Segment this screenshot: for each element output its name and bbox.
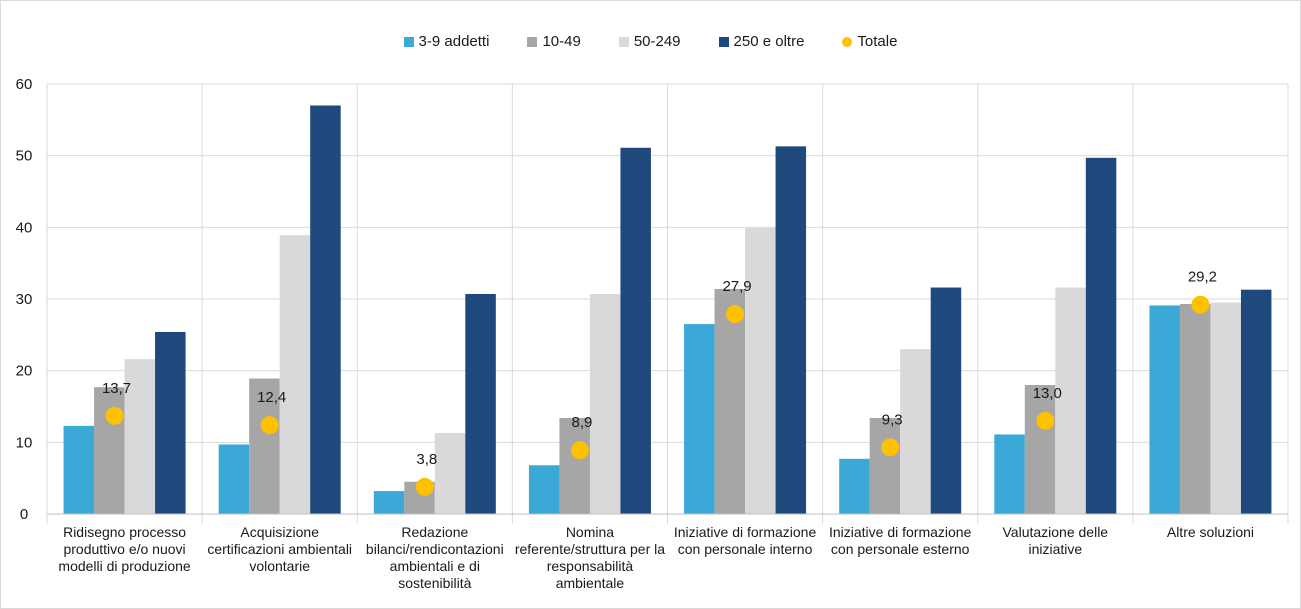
- bar: [1240, 289, 1272, 514]
- legend-item-10-49: 10-49: [527, 33, 581, 50]
- legend-swatch-250-oltre: [718, 36, 729, 47]
- y-tick-label: 30: [16, 291, 33, 308]
- bar: [589, 293, 621, 514]
- bar: [620, 147, 651, 515]
- legend-label-3-9: 3-9 addetti: [418, 33, 490, 50]
- y-tick-label: 50: [16, 148, 33, 165]
- legend-swatch-10-49: [527, 36, 538, 47]
- bar: [775, 146, 807, 514]
- bar: [249, 378, 280, 514]
- x-category-label: Valutazione delle iniziative: [1002, 524, 1109, 557]
- y-tick-label: 0: [20, 506, 28, 523]
- totale-marker: [881, 438, 900, 457]
- legend-item-totale: Totale: [842, 33, 897, 50]
- x-category-label: Iniziative di formazione con personale i…: [673, 524, 817, 557]
- legend: 3-9 addetti 10-49 50-249 250 e oltre Tot…: [0, 33, 1301, 50]
- bar: [218, 444, 250, 514]
- totale-data-label: 13,7: [102, 380, 131, 397]
- legend-label-10-49: 10-49: [542, 33, 581, 50]
- y-tick-label: 40: [16, 219, 33, 236]
- bar: [1085, 157, 1117, 515]
- x-category-label: Altre soluzioni: [1166, 524, 1255, 540]
- legend-item-250-oltre: 250 e oltre: [718, 33, 805, 50]
- bar: [373, 491, 405, 514]
- totale-data-label: 27,9: [722, 278, 751, 295]
- bar: [839, 458, 870, 514]
- totale-marker: [1191, 295, 1210, 314]
- totale-data-label: 8,9: [572, 414, 593, 431]
- x-category-label: Acquisizione certificazioni ambientali v…: [207, 524, 353, 574]
- legend-label-50-249: 50-249: [633, 33, 681, 50]
- totale-data-label: 13,0: [1033, 385, 1062, 402]
- bar: [559, 417, 590, 514]
- bar: [1210, 302, 1241, 514]
- bar: [434, 433, 466, 514]
- x-category-label: Ridisegno processo produttivo e/o nuovi …: [58, 524, 191, 574]
- bar: [279, 235, 311, 514]
- legend-item-50-249: 50-249: [618, 33, 681, 50]
- bar: [900, 349, 931, 514]
- bar: [155, 331, 186, 514]
- totale-marker: [260, 416, 279, 435]
- y-tick-label: 20: [16, 363, 33, 380]
- totale-data-label: 12,4: [257, 389, 286, 406]
- legend-label-totale: Totale: [857, 33, 898, 50]
- bar: [1055, 287, 1086, 514]
- totale-marker: [570, 441, 589, 460]
- bar: [528, 465, 560, 514]
- bar: [930, 287, 962, 514]
- bar: [1179, 304, 1211, 514]
- bar: [994, 434, 1025, 514]
- legend-swatch-50-249: [618, 36, 629, 47]
- totale-marker: [726, 305, 745, 324]
- bar: [714, 288, 746, 514]
- totale-marker: [1036, 411, 1055, 430]
- y-tick-label: 60: [16, 76, 33, 93]
- bar: [310, 105, 341, 514]
- y-tick-label: 10: [16, 434, 33, 451]
- bar: [869, 417, 901, 514]
- legend-marker-totale: [842, 36, 853, 47]
- bar: [684, 324, 715, 514]
- x-category-label: Nomina referente/struttura per la respon…: [514, 524, 666, 591]
- bar: [1024, 385, 1056, 514]
- bar: [745, 228, 776, 515]
- x-category-label: Iniziative di formazione con personale e…: [828, 524, 972, 557]
- x-category-label: Redazione bilanci/rendicontazioni ambien…: [365, 524, 504, 591]
- totale-data-label: 9,3: [882, 411, 903, 428]
- totale-marker: [415, 477, 434, 496]
- bar: [94, 387, 125, 514]
- totale-data-label: 29,2: [1188, 269, 1217, 286]
- bar: [124, 359, 156, 514]
- totale-marker: [105, 406, 124, 425]
- totale-data-label: 3,8: [416, 451, 437, 468]
- bar: [465, 293, 496, 514]
- bar: [63, 425, 95, 514]
- legend-swatch-3-9: [403, 36, 414, 47]
- bar: [1149, 305, 1180, 514]
- legend-label-250-oltre: 250 e oltre: [733, 33, 805, 50]
- legend-item-3-9: 3-9 addetti: [403, 33, 490, 50]
